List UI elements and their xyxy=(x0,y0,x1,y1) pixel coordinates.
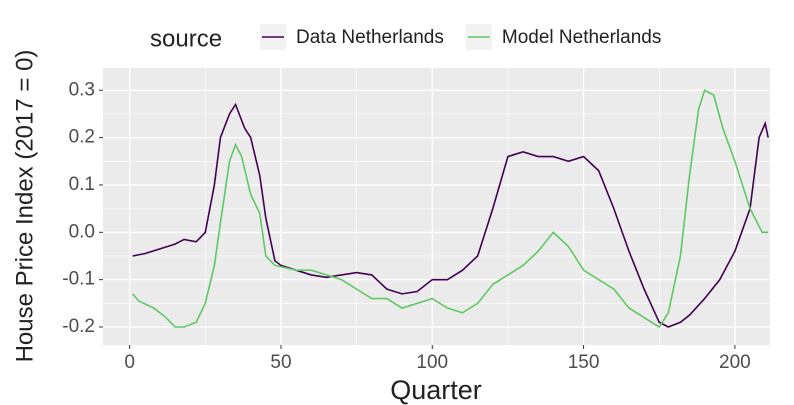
legend: Data Netherlands Model Netherlands xyxy=(260,24,661,50)
legend-title: source xyxy=(150,25,222,52)
x-tick-label: 50 xyxy=(270,352,291,373)
x-axis-title: Quarter xyxy=(390,375,482,405)
series-line xyxy=(132,102,769,328)
x-tick-label: 100 xyxy=(416,352,448,373)
x-tick-label: 0 xyxy=(124,352,135,373)
y-tick-label: 0.2 xyxy=(69,127,95,148)
y-tick-label: -0.2 xyxy=(62,316,95,337)
lines xyxy=(132,89,769,329)
y-axis-title: House Price Index (2017 = 0) xyxy=(11,50,38,363)
legend-label: Model Netherlands xyxy=(502,27,661,48)
series-line xyxy=(132,89,769,329)
x-tick-label: 150 xyxy=(568,352,600,373)
legend-label: Data Netherlands xyxy=(296,27,444,48)
y-tick-label: 0.0 xyxy=(69,221,95,242)
y-tick-label: -0.1 xyxy=(62,269,95,290)
y-tick-label: 0.1 xyxy=(69,174,95,195)
y-tick-label: 0.3 xyxy=(69,79,95,100)
x-tick-label: 200 xyxy=(719,352,751,373)
